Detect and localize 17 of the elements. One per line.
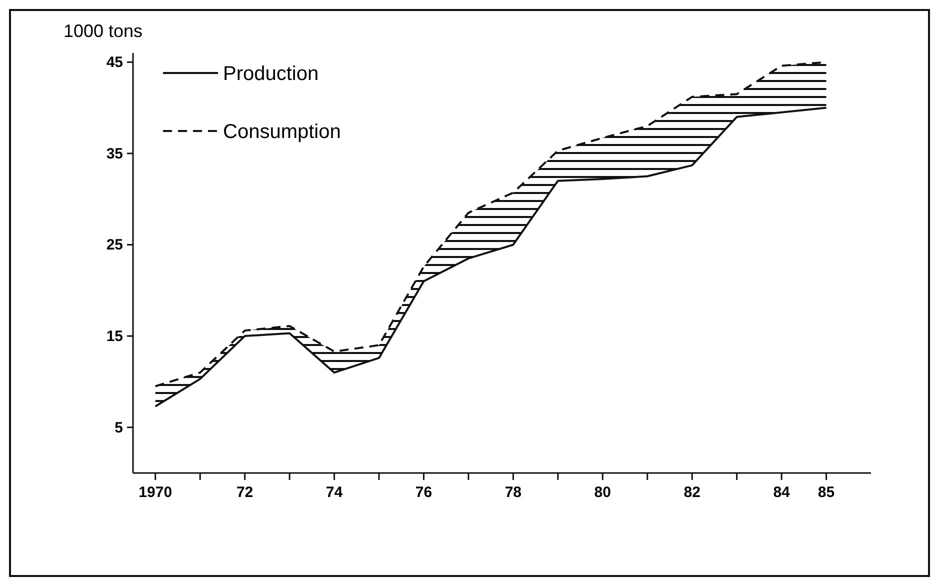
x-tick-label: 80 — [594, 484, 611, 501]
legend-label: Production — [223, 63, 319, 85]
y-tick-label: 35 — [106, 145, 123, 162]
legend-label: Consumption — [223, 121, 341, 143]
x-tick-label: 82 — [684, 484, 700, 501]
x-tick-label: 74 — [326, 484, 344, 501]
y-axis-title: 1000 tons — [63, 21, 143, 41]
x-tick-label: 84 — [773, 484, 791, 501]
x-tick-label: 78 — [504, 484, 522, 501]
y-tick-label: 25 — [106, 236, 123, 254]
y-tick-label: 5 — [114, 419, 123, 436]
x-tick-label: 76 — [415, 484, 432, 501]
x-tick-label: 72 — [236, 484, 254, 501]
y-tick-label: 15 — [106, 328, 123, 346]
x-tick-label: 85 — [818, 484, 835, 501]
x-tick-label: 1970 — [138, 484, 172, 501]
y-tick-label: 45 — [106, 54, 123, 72]
